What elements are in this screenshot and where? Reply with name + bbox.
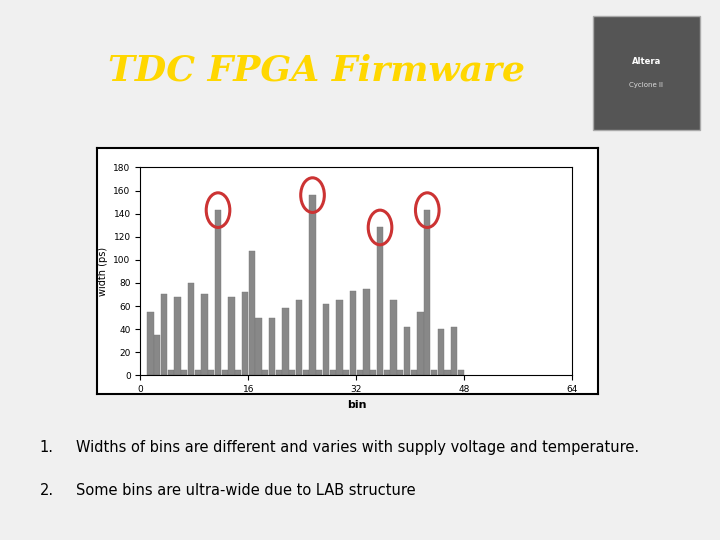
Bar [424,210,431,375]
Bar [161,294,167,375]
Bar [444,369,451,375]
Bar [336,300,343,375]
Y-axis label: width (ps): width (ps) [98,247,108,296]
Bar [330,369,336,375]
FancyBboxPatch shape [593,16,700,130]
Bar [262,369,269,375]
Bar [310,195,315,375]
Text: 1.: 1. [40,440,53,455]
Bar [316,369,323,375]
Bar [188,283,194,375]
Bar [458,369,464,375]
Bar [410,369,417,375]
Bar [364,289,369,375]
Bar [451,327,457,375]
Bar [390,300,397,375]
Bar [302,369,309,375]
Bar [276,369,282,375]
Bar [256,318,261,375]
Bar [181,369,187,375]
Bar [377,227,383,375]
Bar [215,210,221,375]
Bar [350,291,356,375]
Bar [384,369,390,375]
Text: Cyclone II: Cyclone II [629,82,663,88]
X-axis label: bin: bin [346,400,366,409]
Bar [148,312,153,375]
Bar [168,369,174,375]
Bar [282,308,289,375]
Text: Some bins are ultra-wide due to LAB structure: Some bins are ultra-wide due to LAB stru… [76,483,415,498]
Text: Widths of bins are different and varies with supply voltage and temperature.: Widths of bins are different and varies … [76,440,639,455]
Bar [397,369,403,375]
Bar [404,327,410,375]
Bar [269,318,275,375]
Bar [438,329,444,375]
Bar [370,369,377,375]
Bar [323,303,329,375]
Bar [242,292,248,375]
Text: 2.: 2. [40,483,54,498]
Bar [248,251,255,375]
Bar [431,369,437,375]
Bar [296,300,302,375]
Bar [208,369,215,375]
Bar [228,297,235,375]
Bar [289,369,295,375]
Text: TDC FPGA Firmware: TDC FPGA Firmware [108,53,526,87]
Text: Altera: Altera [631,57,661,65]
Bar [356,369,363,375]
Bar [154,335,161,375]
Bar [343,369,349,375]
Bar [235,369,241,375]
Bar [174,297,181,375]
Bar [418,312,423,375]
Bar [202,294,207,375]
Bar [194,369,201,375]
Bar [222,369,228,375]
